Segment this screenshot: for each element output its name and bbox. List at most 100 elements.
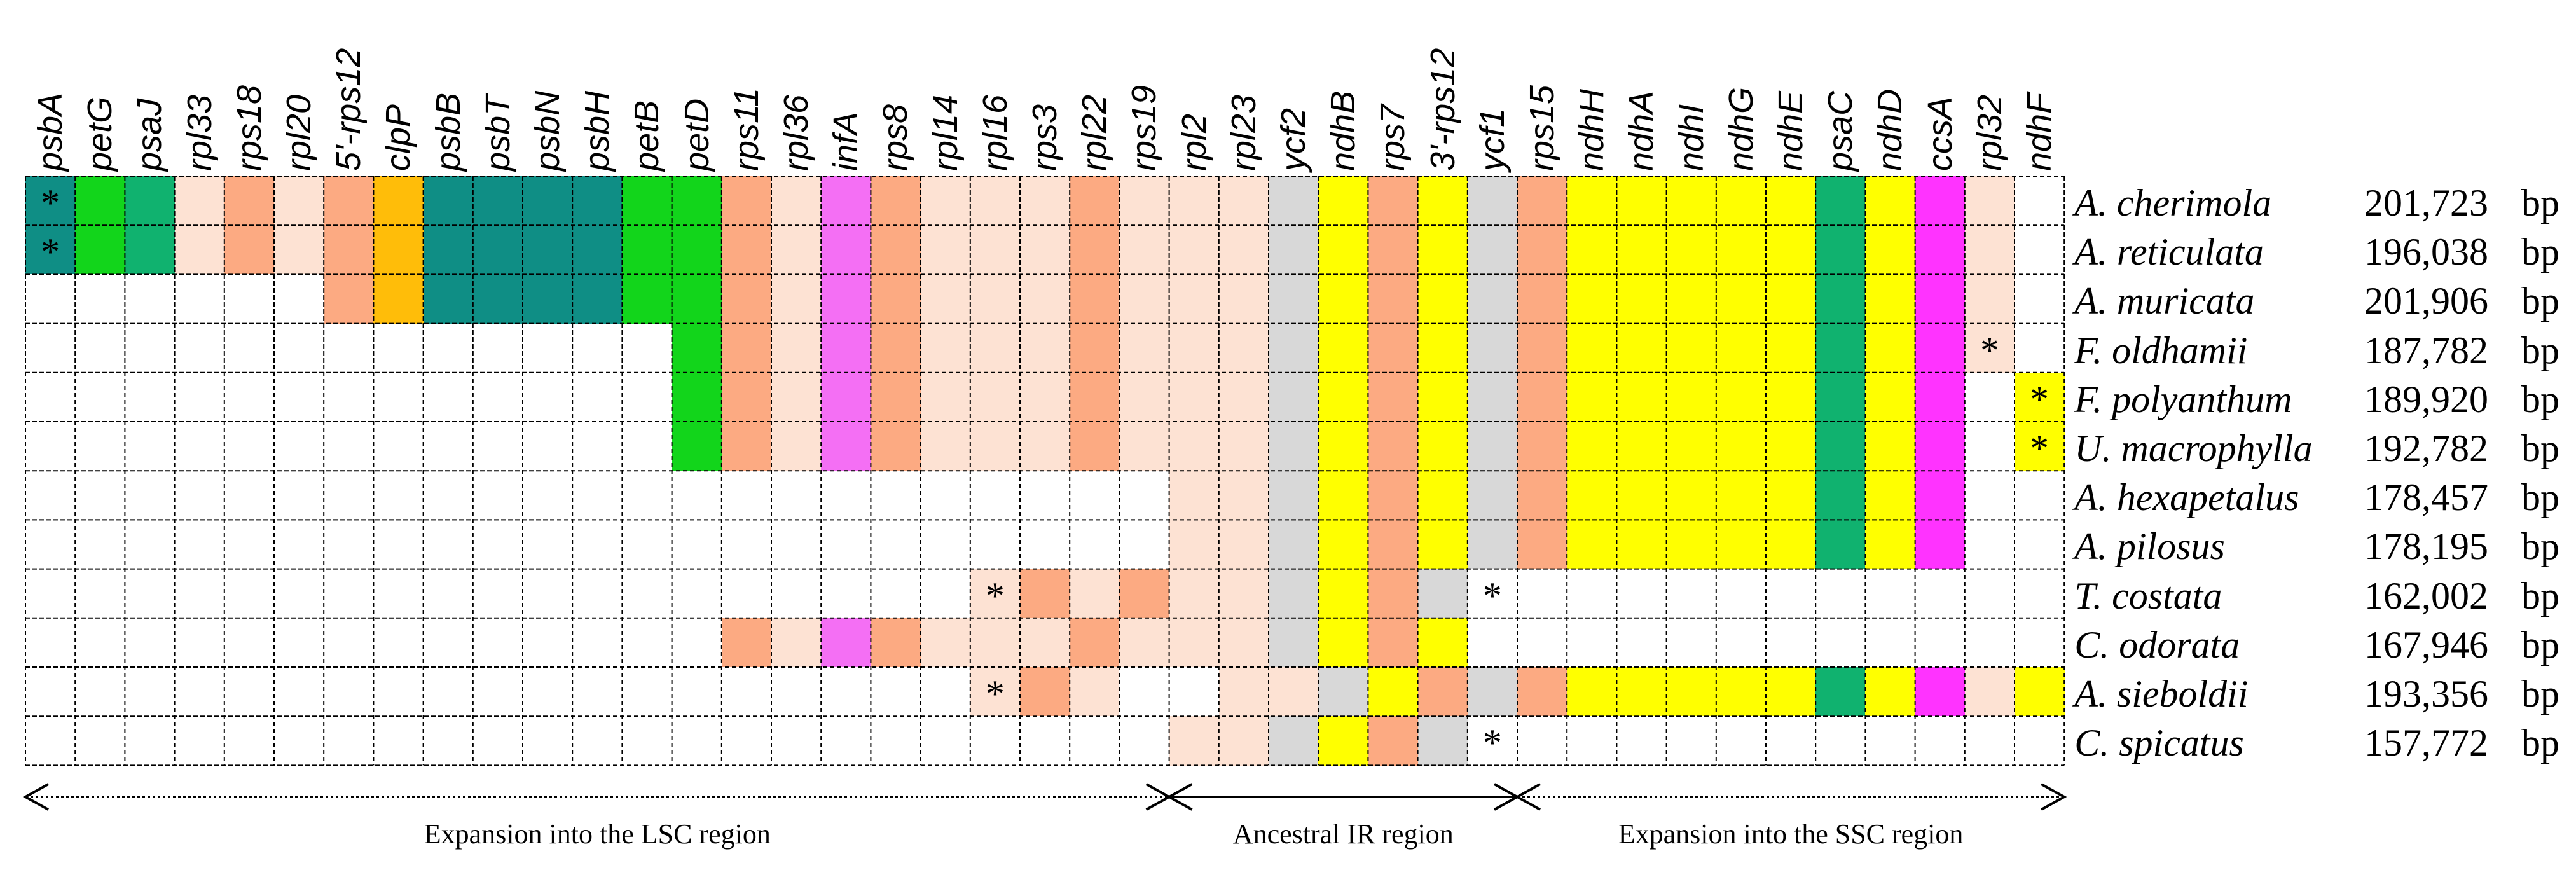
- gene-cell: [25, 225, 76, 275]
- gene-cell: [324, 520, 374, 570]
- gene-cell: [1169, 323, 1220, 373]
- gene-cell: [125, 176, 176, 226]
- gene-cell: [1020, 667, 1070, 717]
- gene-cell: [1666, 176, 1717, 226]
- gene-cell: [1070, 520, 1120, 570]
- gene-cell: [1467, 372, 1518, 422]
- gene-cell: [125, 569, 176, 619]
- gene-cell: [1616, 471, 1667, 520]
- gene-cell: [1716, 274, 1767, 324]
- gene-cell: [1318, 274, 1368, 324]
- gene-cell: [1964, 176, 2015, 226]
- gene-cell: [920, 716, 971, 766]
- gene-cell: [1517, 225, 1567, 275]
- gene-cell: [1915, 422, 1966, 471]
- gene-cell: [423, 569, 474, 619]
- gene-cell: [1218, 471, 1269, 520]
- gene-cell: [324, 176, 374, 226]
- gene-cell: [871, 372, 921, 422]
- gene-cell: [1766, 225, 1816, 275]
- gene-cell: [324, 569, 374, 619]
- gene-cell: [1666, 422, 1717, 471]
- gene-cell: [1169, 667, 1220, 717]
- gene-cell: [970, 176, 1021, 226]
- gene-cell: [1517, 323, 1567, 373]
- gene-cell: [1964, 225, 2015, 275]
- gene-cell: [1119, 667, 1170, 717]
- gene-cell: [1517, 176, 1567, 226]
- gene-cell: [1218, 520, 1269, 570]
- gene-cell: [523, 618, 573, 668]
- gene-cell: [1318, 422, 1368, 471]
- gene-cell: [1865, 274, 1916, 324]
- gene-cell: [1467, 422, 1518, 471]
- genome-size: 189,920: [2364, 378, 2488, 420]
- gene-cell: [1964, 618, 2015, 668]
- gene-cell: [1567, 569, 1617, 619]
- gene-cell: [324, 667, 374, 717]
- gene-cell: [25, 176, 76, 226]
- species-name: C. odorata: [2074, 623, 2240, 666]
- gene-cell: [1964, 323, 2015, 373]
- gene-cell: [1716, 372, 1767, 422]
- gene-cell: [1865, 569, 1916, 619]
- gene-cell: [1020, 422, 1070, 471]
- gene-cell: [1766, 323, 1816, 373]
- gene-cell: [920, 471, 971, 520]
- gene-cell: [970, 618, 1021, 668]
- gene-cell: [1119, 422, 1170, 471]
- gene-cell: [125, 274, 176, 324]
- gene-cell: [472, 422, 523, 471]
- gene-cell: [871, 618, 921, 668]
- gene-cell: [423, 520, 474, 570]
- gene-cell: [224, 618, 275, 668]
- gene-cell: [1269, 176, 1319, 226]
- gene-cell: [1368, 372, 1419, 422]
- gene-cell: [1368, 716, 1419, 766]
- gene-cell: [472, 471, 523, 520]
- gene-cell: [1169, 422, 1220, 471]
- gene-cell: [1567, 274, 1617, 324]
- gene-cell: [821, 225, 871, 275]
- gene-cell: [1616, 225, 1667, 275]
- gene-cell: [274, 471, 324, 520]
- gene-cell: [472, 618, 523, 668]
- gene-cell: [25, 422, 76, 471]
- gene-cell: [423, 618, 474, 668]
- gene-cell: [125, 225, 176, 275]
- gene-cell: [1815, 471, 1866, 520]
- gene-cell: [274, 667, 324, 717]
- gene-cell: [224, 176, 275, 226]
- genome-size-unit: bp: [2521, 329, 2559, 371]
- gene-cell: [1467, 471, 1518, 520]
- gene-cell: [373, 618, 424, 668]
- gene-cell: [1666, 520, 1717, 570]
- genome-size-unit: bp: [2521, 574, 2559, 617]
- gene-cell: [1666, 323, 1717, 373]
- gene-cell: [423, 667, 474, 717]
- species-name: A. reticulata: [2074, 231, 2264, 273]
- gene-cell: [274, 520, 324, 570]
- gene-cell: [1020, 225, 1070, 275]
- species-name: U. macrophylla: [2074, 427, 2313, 469]
- gene-cell: [672, 569, 722, 619]
- gene-cell: [274, 323, 324, 373]
- gene-cell: [472, 323, 523, 373]
- gene-cell: [224, 323, 275, 373]
- gene-cell: [1020, 569, 1070, 619]
- gene-cell: [821, 520, 871, 570]
- gene-cell: [224, 372, 275, 422]
- gene-cell: [75, 471, 125, 520]
- gene-cell: [1119, 569, 1170, 619]
- gene-cell: [1616, 422, 1667, 471]
- gene-cell: [1716, 471, 1767, 520]
- gene-cell: [2015, 716, 2065, 766]
- gene-cell: [572, 471, 623, 520]
- gene-cell: [970, 520, 1021, 570]
- gene-cell: [1269, 422, 1319, 471]
- gene-cell: [1020, 520, 1070, 570]
- gene-cell: [75, 618, 125, 668]
- gene-cell: [324, 372, 374, 422]
- boundary-star: *: [41, 182, 60, 224]
- gene-cell: [423, 323, 474, 373]
